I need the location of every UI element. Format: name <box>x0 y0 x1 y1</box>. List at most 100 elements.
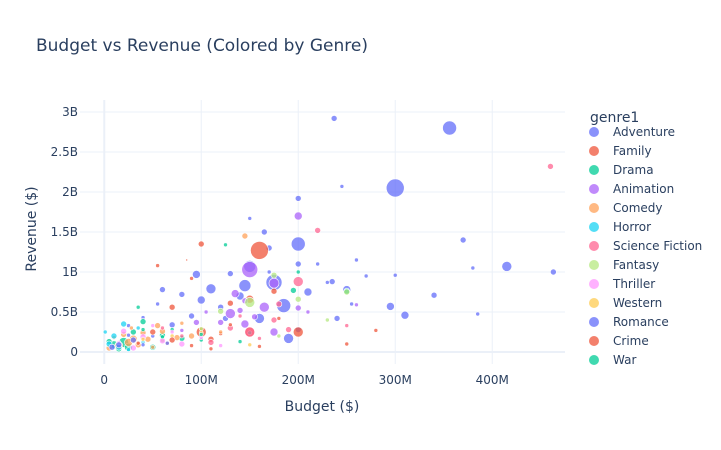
data-point <box>550 268 557 276</box>
legend-item-western[interactable]: Western <box>589 296 662 310</box>
data-point <box>250 241 269 260</box>
legend-marker <box>589 127 599 137</box>
y-tick-label: 0.5B <box>51 305 78 319</box>
data-point <box>126 347 131 352</box>
data-point <box>150 323 156 328</box>
data-point <box>230 289 240 298</box>
series-war <box>140 327 243 344</box>
data-point <box>135 304 141 310</box>
legend-item-animation[interactable]: Animation <box>589 182 674 196</box>
data-point <box>294 195 302 202</box>
data-points <box>102 115 557 353</box>
data-point <box>257 336 262 341</box>
series-science-fiction <box>160 163 554 346</box>
data-point <box>270 271 278 279</box>
legend-item-crime[interactable]: Crime <box>589 334 649 348</box>
y-tick-label: 1.5B <box>51 225 78 239</box>
data-point <box>189 343 194 348</box>
series-romance <box>108 332 170 351</box>
data-point <box>247 216 253 221</box>
legend-item-adventure[interactable]: Adventure <box>589 125 675 139</box>
data-point <box>283 333 294 344</box>
data-point <box>392 272 398 278</box>
data-point <box>154 322 161 329</box>
legend-item-family[interactable]: Family <box>589 144 652 158</box>
legend-marker <box>589 355 599 365</box>
y-tick-label: 1B <box>62 265 78 279</box>
legend-label: Drama <box>613 163 654 177</box>
data-point <box>130 344 137 352</box>
x-axis-ticks: 0 100M 200M 300M 400M <box>100 373 508 387</box>
x-tick-label: 100M <box>185 373 218 387</box>
legend-item-horror[interactable]: Horror <box>589 220 651 234</box>
legend-marker <box>589 203 599 213</box>
data-point <box>150 344 156 350</box>
data-point <box>285 326 292 333</box>
data-point <box>207 339 215 346</box>
data-point <box>135 340 141 346</box>
data-point <box>155 301 160 307</box>
data-point <box>244 326 256 338</box>
y-axis-ticks: 0 0.5B 1B 1.5B 2B 2.5B 3B <box>51 105 78 359</box>
data-point <box>196 295 206 305</box>
data-point <box>292 326 304 338</box>
data-point <box>188 312 195 320</box>
data-point <box>140 336 146 342</box>
data-point <box>189 276 194 281</box>
legend-item-science-fiction[interactable]: Science Fiction <box>589 239 702 253</box>
data-point <box>129 325 134 331</box>
series-crime <box>135 322 233 352</box>
data-point <box>198 326 204 332</box>
series-animation <box>179 211 359 337</box>
legend-label: Crime <box>613 334 649 348</box>
data-point <box>386 302 395 311</box>
data-point <box>178 291 186 298</box>
x-axis-title: Budget ($) <box>285 399 360 415</box>
data-point <box>430 291 438 299</box>
legend-item-fantasy[interactable]: Fantasy <box>589 258 659 272</box>
data-point <box>269 327 279 337</box>
data-point <box>217 319 224 326</box>
data-point <box>328 278 336 285</box>
data-point <box>294 304 302 312</box>
data-point <box>344 323 350 328</box>
data-point <box>258 301 270 313</box>
data-point <box>294 295 302 303</box>
legend-item-thriller[interactable]: Thriller <box>589 277 655 291</box>
data-point <box>102 329 108 335</box>
data-point <box>344 341 350 347</box>
data-point <box>110 332 118 340</box>
data-point <box>292 276 304 287</box>
legend-label: Thriller <box>612 277 655 291</box>
data-point <box>223 242 228 248</box>
data-point <box>330 115 338 122</box>
data-point <box>257 344 262 349</box>
y-tick-label: 0 <box>70 345 78 359</box>
legend-marker <box>589 165 599 175</box>
x-tick-label: 0 <box>100 373 108 387</box>
x-tick-label: 400M <box>476 373 509 387</box>
data-point <box>197 240 205 248</box>
legend-item-drama[interactable]: Drama <box>589 163 654 177</box>
data-point <box>385 178 405 198</box>
data-point <box>268 277 280 289</box>
data-point <box>303 287 313 297</box>
legend-item-war[interactable]: War <box>589 353 636 367</box>
data-point <box>339 184 345 189</box>
data-point <box>241 232 249 240</box>
series-horror <box>102 320 146 352</box>
data-point <box>240 319 250 329</box>
data-point <box>178 340 186 348</box>
data-point <box>168 336 176 344</box>
data-point <box>236 307 244 314</box>
series-fantasy <box>160 271 351 344</box>
data-point <box>294 260 302 268</box>
data-point <box>266 269 272 275</box>
data-point <box>205 283 217 295</box>
data-point <box>217 307 224 315</box>
legend-item-comedy[interactable]: Comedy <box>589 201 663 215</box>
legend-item-romance[interactable]: Romance <box>589 315 669 329</box>
data-point <box>290 236 306 252</box>
data-point <box>241 261 259 278</box>
legend[interactable]: genre1 Adventure Family Drama Animation Come… <box>589 110 702 367</box>
